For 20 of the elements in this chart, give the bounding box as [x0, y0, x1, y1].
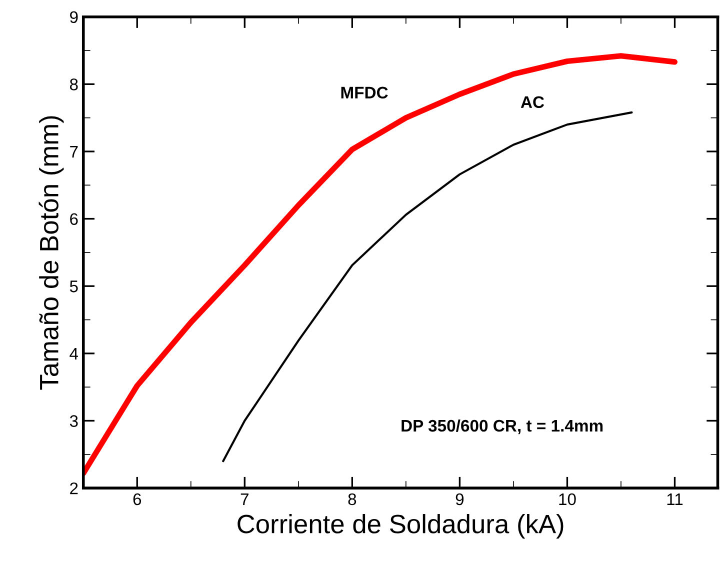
x-tick-label: 9 — [456, 493, 464, 506]
y-tick-label: 4 — [70, 348, 78, 360]
y-tick-label: 6 — [70, 213, 78, 225]
series-label: MFDC — [341, 86, 388, 99]
y-tick-label: 8 — [70, 78, 78, 90]
annotation: DP 350/600 CR, t = 1.4mm — [402, 419, 603, 434]
y-axis-title: Tamaño de Botón (mm) — [38, 116, 64, 390]
y-tick-label: 5 — [70, 280, 78, 292]
y-tick-label: 9 — [70, 11, 78, 24]
series-label: AC — [520, 96, 544, 108]
x-axis-title: Corriente de Soldadura (kA) — [238, 514, 564, 539]
x-tick-label: 10 — [559, 493, 576, 506]
x-tick-label: 8 — [348, 493, 356, 506]
x-tick-label: 7 — [240, 494, 248, 506]
x-tick-label: 11 — [667, 494, 683, 506]
y-tick-label: 2 — [70, 482, 78, 494]
line-series — [222, 111, 633, 462]
x-tick-label: 6 — [133, 493, 142, 506]
y-tick-label: 3 — [70, 415, 78, 427]
y-tick-label: 7 — [70, 146, 78, 158]
